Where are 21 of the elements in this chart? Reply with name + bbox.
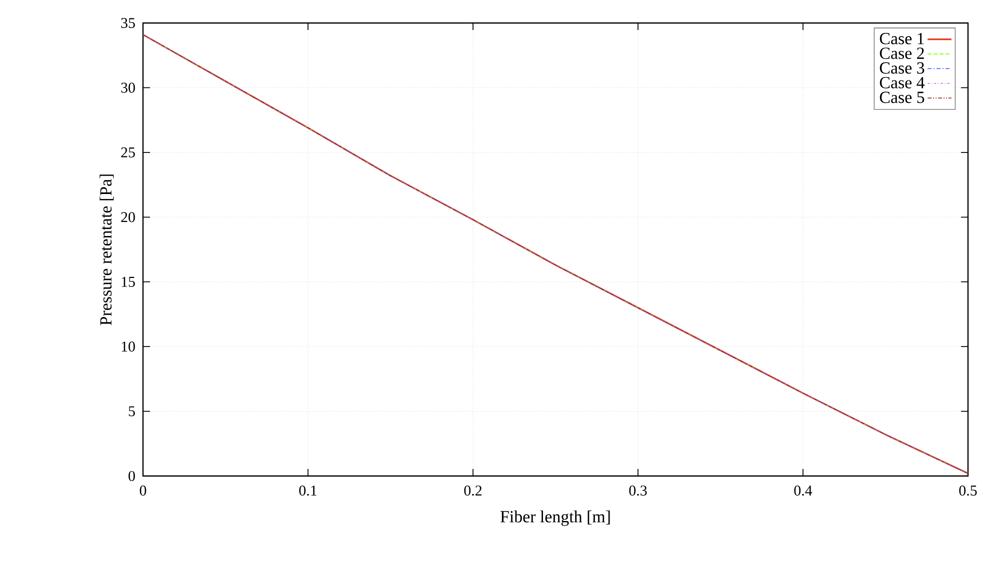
y-tick-label: 30 xyxy=(121,82,135,93)
y-tick-label: 20 xyxy=(121,212,135,222)
x-tick-label: 0.4 xyxy=(794,486,812,496)
y-tick-label: 25 xyxy=(121,147,135,158)
legend-label: Case 4 xyxy=(880,76,925,88)
y-tick-label: 10 xyxy=(122,342,135,352)
x-tick-label: 0.3 xyxy=(629,486,647,496)
x-tick-label: 0.5 xyxy=(959,486,977,496)
x-tick-label: 0.1 xyxy=(299,486,316,496)
y-axis-title: Pressure retentate [Pa] xyxy=(100,174,114,326)
y-tick-label: 0 xyxy=(128,470,135,482)
x-axis-title: Fiber length [m] xyxy=(500,510,610,526)
x-tick-label: 0 xyxy=(140,486,146,496)
legend-label: Case 1 xyxy=(880,32,924,44)
y-tick-label: 15 xyxy=(122,276,135,287)
legend-label: Case 3 xyxy=(880,62,924,74)
y-tick-label: 5 xyxy=(128,406,135,416)
x-tick-label: 0.2 xyxy=(464,486,482,496)
y-tick-label: 35 xyxy=(121,18,135,28)
legend-label: Case 5 xyxy=(880,92,924,104)
legend-label: Case 2 xyxy=(880,48,924,59)
